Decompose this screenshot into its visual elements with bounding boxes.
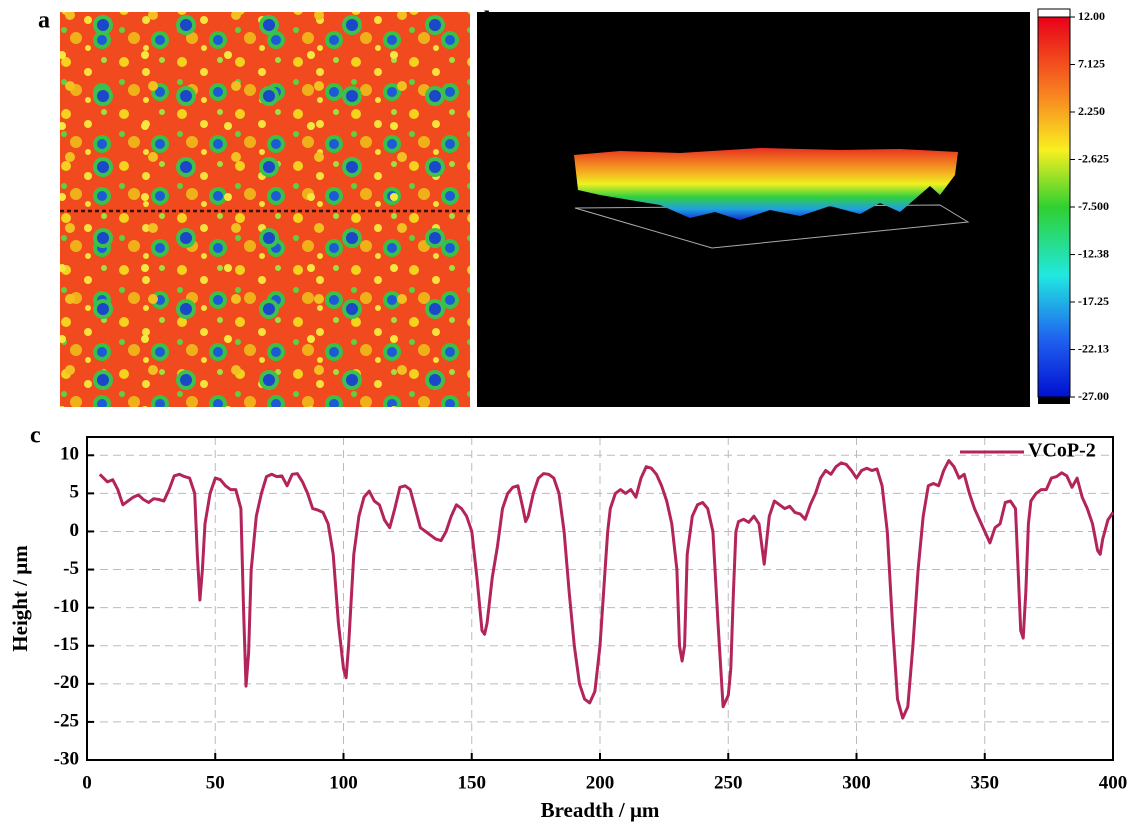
colorbar-ticks: 12.00 7.125 2.250 -2.625 -7.500 -12.38 -17.25 -… — [1070, 9, 1109, 403]
y-tick-label: 0 — [70, 520, 80, 541]
legend-label: VCoP-2 — [1028, 440, 1096, 462]
y-tick-label: -25 — [54, 710, 79, 731]
colorbar-tick-label: 2.250 — [1078, 104, 1105, 118]
y-axis-label: Height / μm — [8, 545, 32, 652]
x-tick-label: 100 — [329, 772, 358, 793]
plot-frame — [86, 436, 1114, 761]
colorbar-tick-label: -7.500 — [1078, 199, 1109, 213]
x-tick-label: 150 — [458, 772, 487, 793]
y-tick-label: -10 — [54, 596, 79, 617]
x-tick-label: 300 — [842, 772, 871, 793]
x-tick-label: 350 — [971, 772, 1000, 793]
x-tick-label: 50 — [206, 772, 225, 793]
data-line — [98, 459, 1115, 720]
y-tick-label: 5 — [70, 482, 80, 503]
colorbar — [1037, 16, 1071, 398]
colorbar-over — [1037, 8, 1071, 18]
x-tick-label: 200 — [586, 772, 615, 793]
line-chart: c0 50 100 150 200 250 300 350 400-30-25-20-15-10… — [8, 423, 1127, 822]
y-tick-label: -5 — [63, 558, 79, 579]
panel-label: a — [38, 8, 50, 34]
colorbar-tick-label: -27.00 — [1078, 389, 1109, 403]
panel-label: c — [30, 423, 41, 449]
x-tick-label: 0 — [82, 772, 92, 793]
x-tick-label: 250 — [714, 772, 743, 793]
colorbar-tick-label: -2.625 — [1078, 151, 1109, 165]
colorbar-tick-label: 7.125 — [1078, 56, 1105, 70]
colorbar-tick-label: 12.00 — [1078, 9, 1105, 23]
surface — [574, 148, 958, 220]
y-tick-label: -15 — [54, 634, 79, 655]
x-axis-label: Breadth / μm — [541, 798, 660, 822]
colorbar-under — [1038, 397, 1070, 404]
height-map-spots — [60, 12, 470, 407]
y-tick-label: -20 — [54, 672, 79, 693]
y-tick-label: 10 — [60, 444, 79, 465]
y-tick-label: -30 — [54, 748, 79, 769]
x-tick-label: 400 — [1099, 772, 1128, 793]
colorbar-tick-label: -17.25 — [1078, 294, 1109, 308]
colorbar-tick-label: -22.13 — [1078, 341, 1109, 355]
colorbar-tick-label: -12.38 — [1078, 246, 1109, 260]
